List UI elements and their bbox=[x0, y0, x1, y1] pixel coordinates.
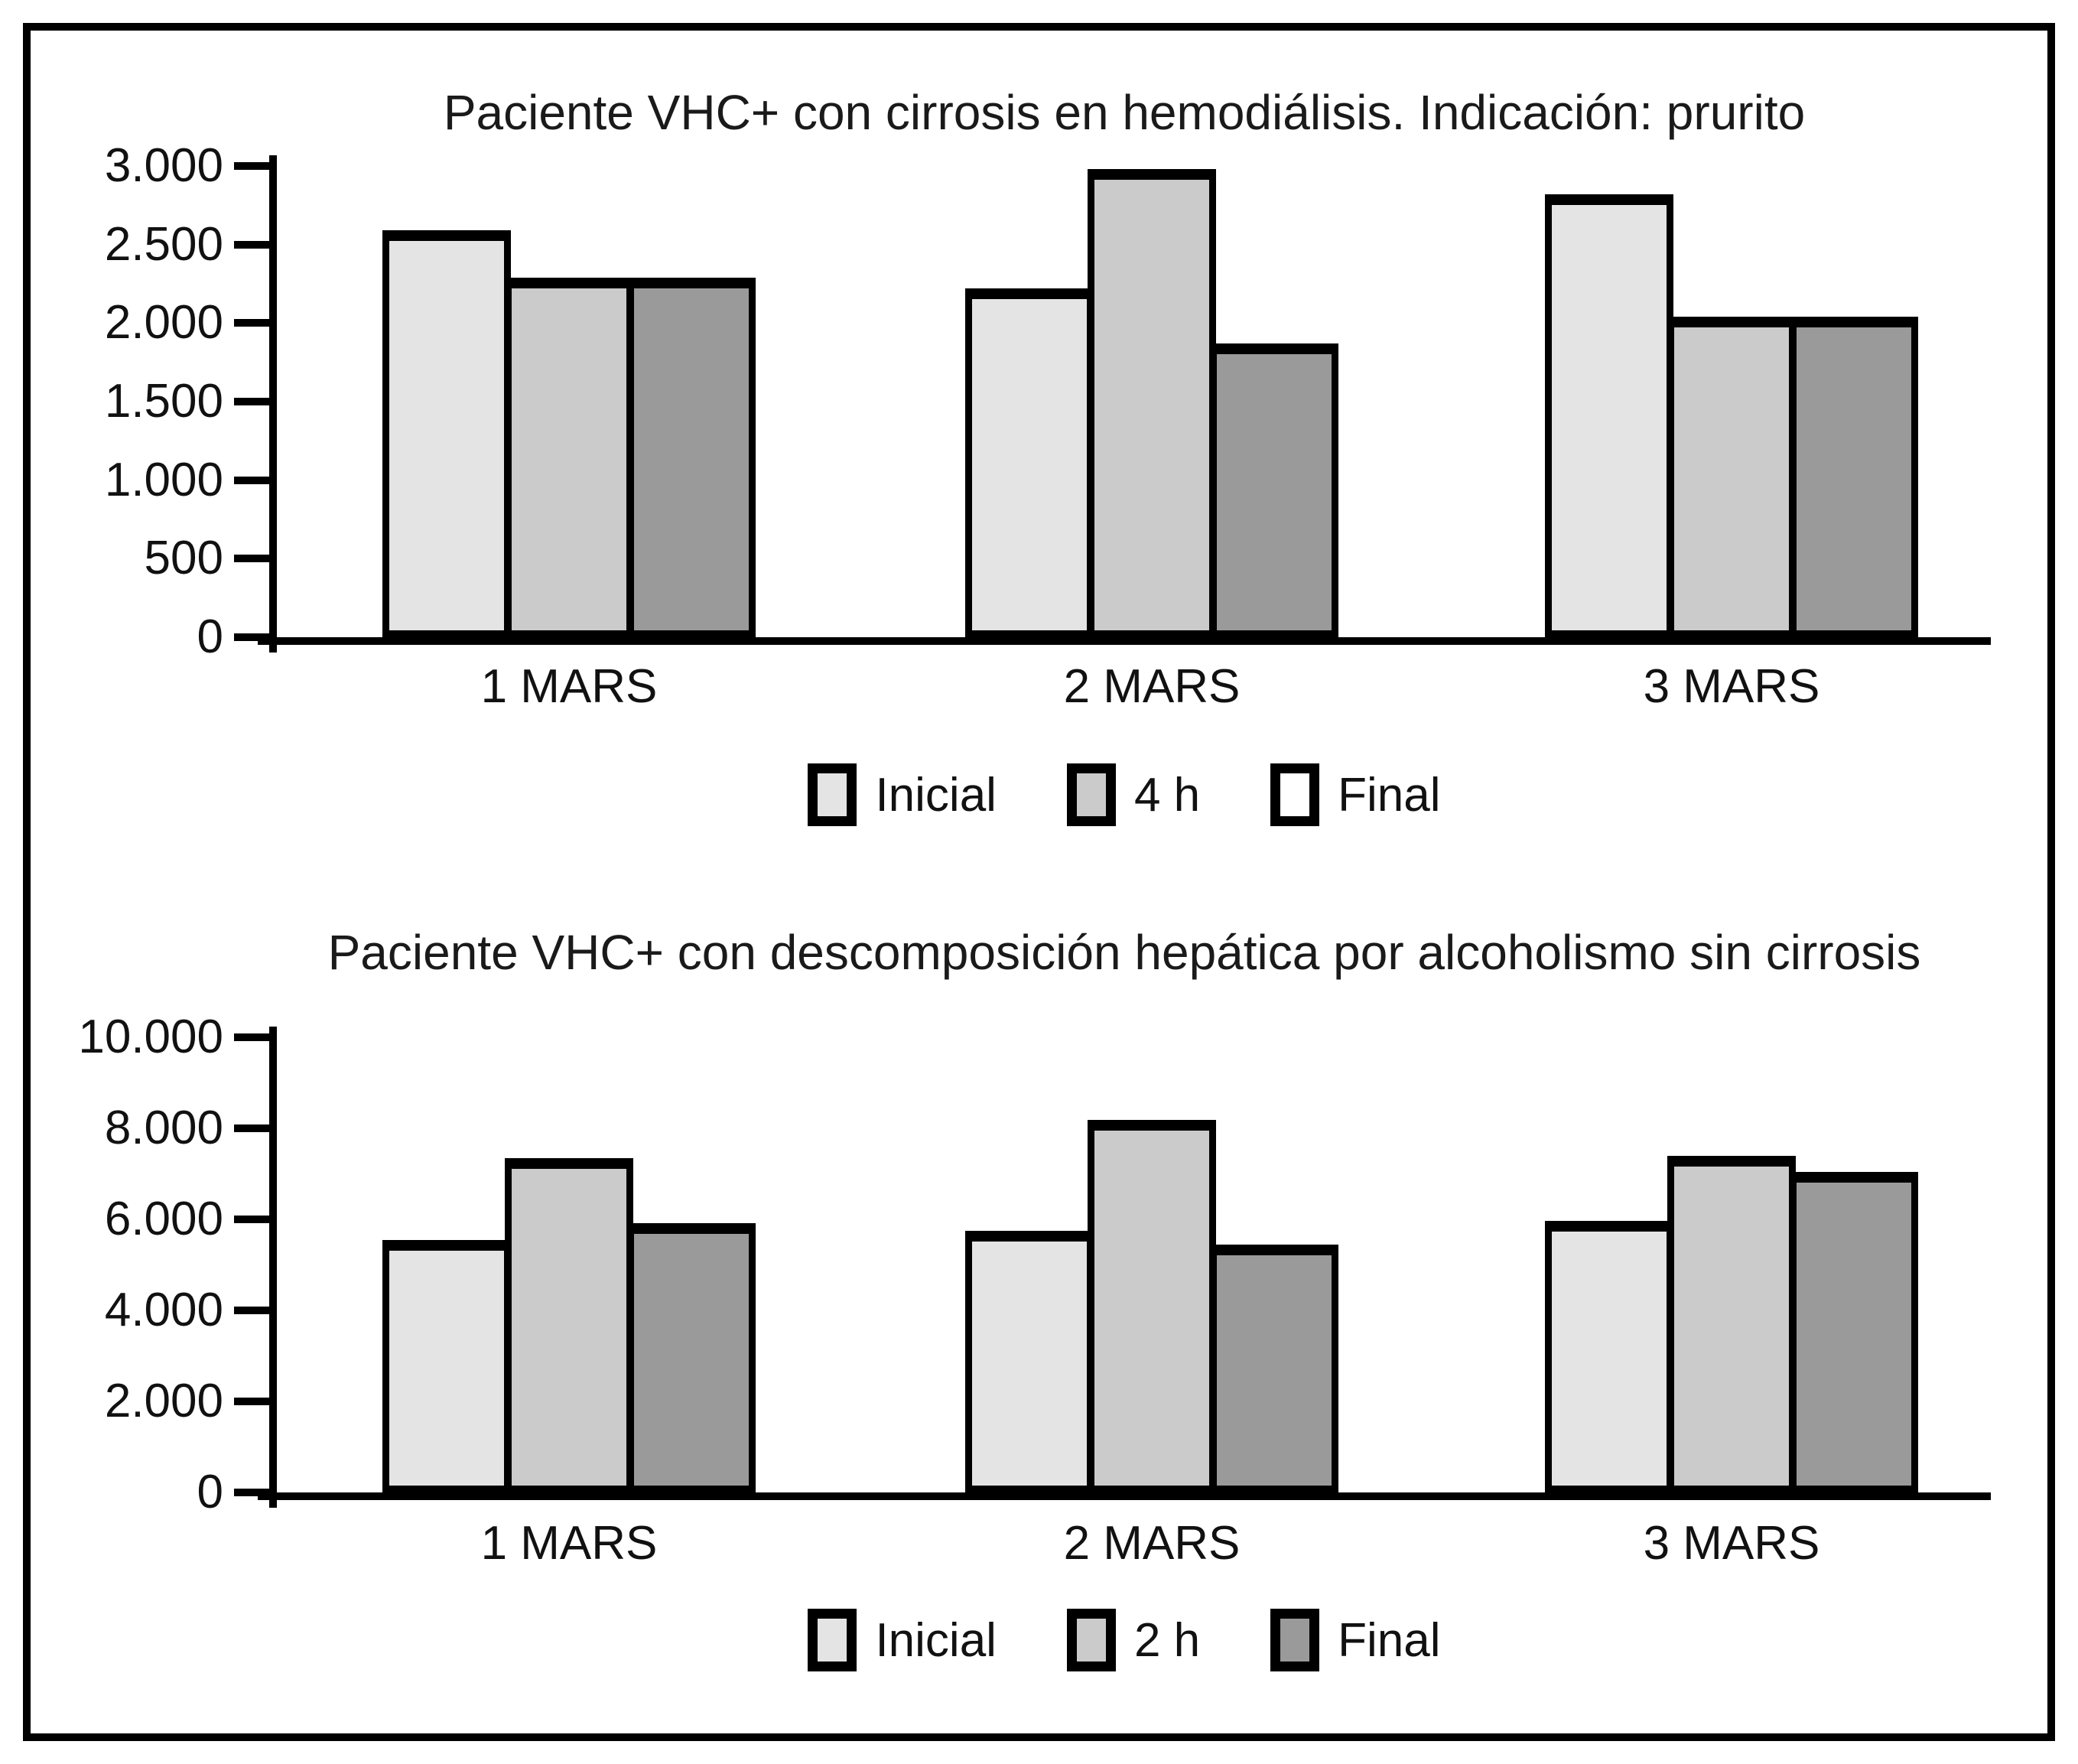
legend-swatch-2-h bbox=[1066, 1609, 1116, 1671]
bar-2-h-2-mars bbox=[1088, 1120, 1216, 1492]
y-tick-label: 0 bbox=[197, 1466, 223, 1518]
legend-label: Final bbox=[1338, 1613, 1441, 1667]
y-tick-label: 2.500 bbox=[104, 217, 223, 271]
y-axis-line bbox=[269, 1027, 277, 1508]
legend-item-2-h: 2 h bbox=[1066, 1609, 1201, 1671]
bar-inicial-3-mars bbox=[1545, 1221, 1673, 1492]
y-tick bbox=[234, 319, 269, 327]
x-axis-line bbox=[258, 637, 1991, 645]
legend: Inicial 2 h Final bbox=[258, 1609, 1991, 1671]
y-tick bbox=[234, 398, 269, 405]
bar-final-2-mars bbox=[1210, 343, 1338, 637]
x-category-label: 2 MARS bbox=[1063, 660, 1241, 713]
legend-swatch-4-h bbox=[1066, 763, 1116, 826]
bar-2-h-1-mars bbox=[505, 1158, 633, 1492]
bar-inicial-1-mars bbox=[382, 230, 511, 637]
bar-inicial-2-mars bbox=[965, 1231, 1094, 1492]
y-tick bbox=[234, 1489, 269, 1496]
legend-item-final: Final bbox=[1270, 763, 1441, 826]
y-tick bbox=[234, 1033, 269, 1041]
x-category-label: 2 MARS bbox=[1063, 1517, 1241, 1570]
x-category-label: 3 MARS bbox=[1643, 660, 1820, 713]
x-axis-line bbox=[258, 1492, 1991, 1500]
bar-inicial-1-mars bbox=[382, 1240, 511, 1492]
legend-label: 2 h bbox=[1133, 1613, 1201, 1667]
legend-item-final: Final bbox=[1270, 1609, 1441, 1671]
y-tick-label: 500 bbox=[144, 532, 223, 585]
legend-label: Inicial bbox=[875, 1613, 997, 1667]
legend-item-4-h: 4 h bbox=[1066, 763, 1201, 826]
legend-item-inicial: Inicial bbox=[808, 1609, 997, 1671]
y-tick-label: 10.000 bbox=[78, 1011, 223, 1063]
y-tick bbox=[234, 555, 269, 563]
y-tick-label: 0 bbox=[197, 610, 223, 663]
y-tick-label: 3.000 bbox=[104, 139, 223, 192]
y-tick-label: 8.000 bbox=[104, 1102, 223, 1154]
bar-inicial-2-mars bbox=[965, 288, 1094, 637]
y-tick bbox=[234, 476, 269, 484]
bar-final-3-mars bbox=[1790, 317, 1918, 637]
y-tick bbox=[234, 162, 269, 170]
x-category-label: 3 MARS bbox=[1643, 1517, 1820, 1570]
chart1-title: Paciente VHC+ con cirrosis en hemodiális… bbox=[443, 85, 1806, 140]
bar-final-1-mars bbox=[627, 1223, 756, 1492]
y-tick-label: 2.000 bbox=[104, 1375, 223, 1427]
bar-inicial-3-mars bbox=[1545, 194, 1673, 637]
y-tick bbox=[234, 633, 269, 641]
legend: Inicial 4 h Final bbox=[258, 763, 1991, 826]
bar-2-h-3-mars bbox=[1667, 1156, 1796, 1492]
y-tick bbox=[234, 1216, 269, 1223]
legend-swatch-final bbox=[1270, 763, 1320, 826]
y-axis-line bbox=[269, 155, 277, 653]
legend-label: Inicial bbox=[875, 768, 997, 822]
legend-label: Final bbox=[1338, 768, 1441, 822]
legend-swatch-final bbox=[1270, 1609, 1320, 1671]
bar-final-1-mars bbox=[627, 278, 756, 637]
y-tick bbox=[234, 1398, 269, 1405]
figure-frame: Paciente VHC+ con cirrosis en hemodiális… bbox=[23, 23, 2055, 1741]
bar-final-2-mars bbox=[1210, 1245, 1338, 1492]
legend-item-inicial: Inicial bbox=[808, 763, 997, 826]
x-category-label: 1 MARS bbox=[480, 660, 658, 713]
y-tick-label: 6.000 bbox=[104, 1193, 223, 1245]
legend-label: 4 h bbox=[1133, 768, 1201, 822]
legend-swatch-inicial bbox=[808, 1609, 857, 1671]
bar-final-3-mars bbox=[1790, 1172, 1918, 1492]
y-tick bbox=[234, 240, 269, 249]
legend-swatch-inicial bbox=[808, 763, 857, 826]
chart2-title: Paciente VHC+ con descomposición hepátic… bbox=[327, 925, 1921, 980]
bar-4-h-3-mars bbox=[1667, 317, 1796, 637]
bar-4-h-1-mars bbox=[505, 278, 633, 637]
y-tick-label: 1.500 bbox=[104, 375, 223, 428]
y-tick bbox=[234, 1307, 269, 1314]
y-tick-label: 2.000 bbox=[104, 296, 223, 350]
y-tick bbox=[234, 1124, 269, 1132]
x-category-label: 1 MARS bbox=[480, 1517, 658, 1570]
y-tick-label: 4.000 bbox=[104, 1284, 223, 1336]
bar-4-h-2-mars bbox=[1088, 169, 1216, 637]
y-tick-label: 1.000 bbox=[104, 453, 223, 506]
